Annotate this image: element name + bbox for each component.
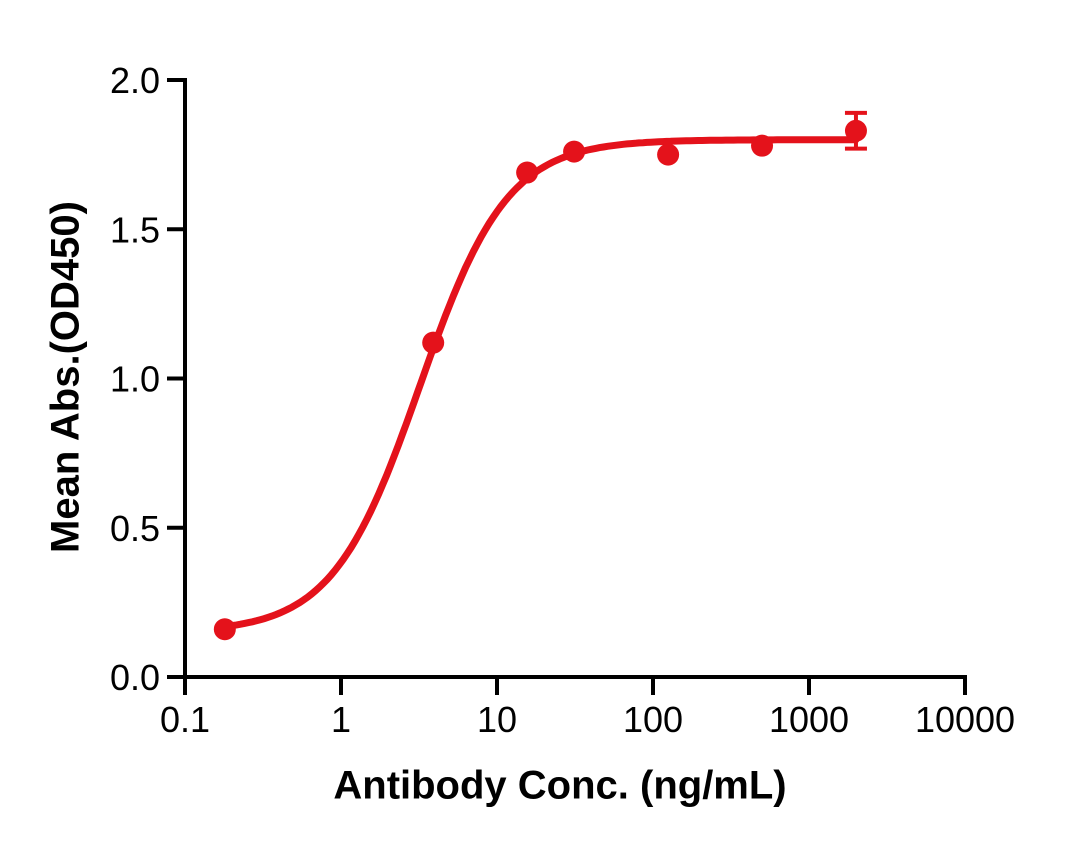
y-tick-label: 0.5 <box>110 508 160 549</box>
x-tick-label: 0.1 <box>160 699 210 740</box>
x-tick-label: 10 <box>477 699 517 740</box>
data-point-marker <box>213 618 236 641</box>
x-tick-label: 10000 <box>915 699 1015 740</box>
y-tick-label: 0.0 <box>110 657 160 698</box>
data-point-marker <box>516 161 539 184</box>
x-tick-label: 1 <box>331 699 351 740</box>
data-point-marker <box>844 119 867 142</box>
x-tick-label: 1000 <box>769 699 849 740</box>
data-point-marker <box>422 331 445 354</box>
y-tick-label: 1.5 <box>110 209 160 250</box>
y-tick-label: 2.0 <box>110 60 160 101</box>
y-tick-label: 1.0 <box>110 359 160 400</box>
x-axis-title: Antibody Conc. (ng/mL) <box>333 763 787 808</box>
data-point-marker <box>657 143 680 166</box>
data-point-marker <box>563 140 586 163</box>
fit-curve <box>221 136 860 631</box>
y-axis-title: Mean Abs.(OD450) <box>43 201 88 553</box>
x-tick-label: 100 <box>623 699 683 740</box>
data-point-marker <box>751 134 774 157</box>
